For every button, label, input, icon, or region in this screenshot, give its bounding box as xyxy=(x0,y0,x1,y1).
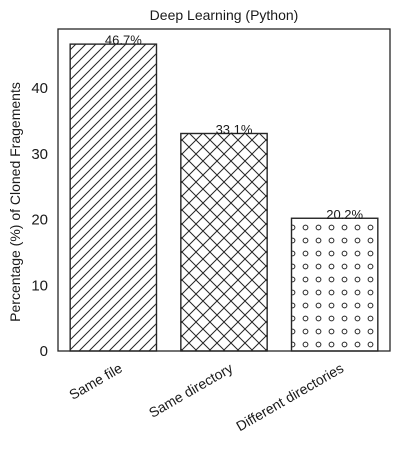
data-labels-group: 46.7% 33.1% 20.2% xyxy=(105,33,364,222)
x-tick-label-2: Different directories xyxy=(233,360,346,434)
y-axis-label: Percentage (%) of Cloned Fragements xyxy=(7,82,23,322)
data-label-0: 46.7% xyxy=(105,33,142,48)
chart-title: Deep Learning (Python) xyxy=(150,7,299,23)
y-tick-label: 20 xyxy=(31,212,48,229)
bar-0 xyxy=(69,43,158,352)
data-label-2: 20.2% xyxy=(326,207,363,222)
x-tick-label-0: Same file xyxy=(66,360,125,403)
plot-frame xyxy=(57,28,391,352)
y-ticks-group: 0 10 20 30 40 xyxy=(31,80,48,360)
bars-group xyxy=(69,43,379,352)
data-label-1: 33.1% xyxy=(216,122,253,137)
x-tick-label-1: Same directory xyxy=(146,360,236,421)
y-tick-label: 40 xyxy=(31,80,48,97)
y-tick-label: 0 xyxy=(40,343,48,360)
bar-1 xyxy=(180,132,268,352)
bar-2 xyxy=(290,217,379,352)
y-tick-label: 10 xyxy=(31,277,48,294)
y-tick-label: 30 xyxy=(31,146,48,163)
